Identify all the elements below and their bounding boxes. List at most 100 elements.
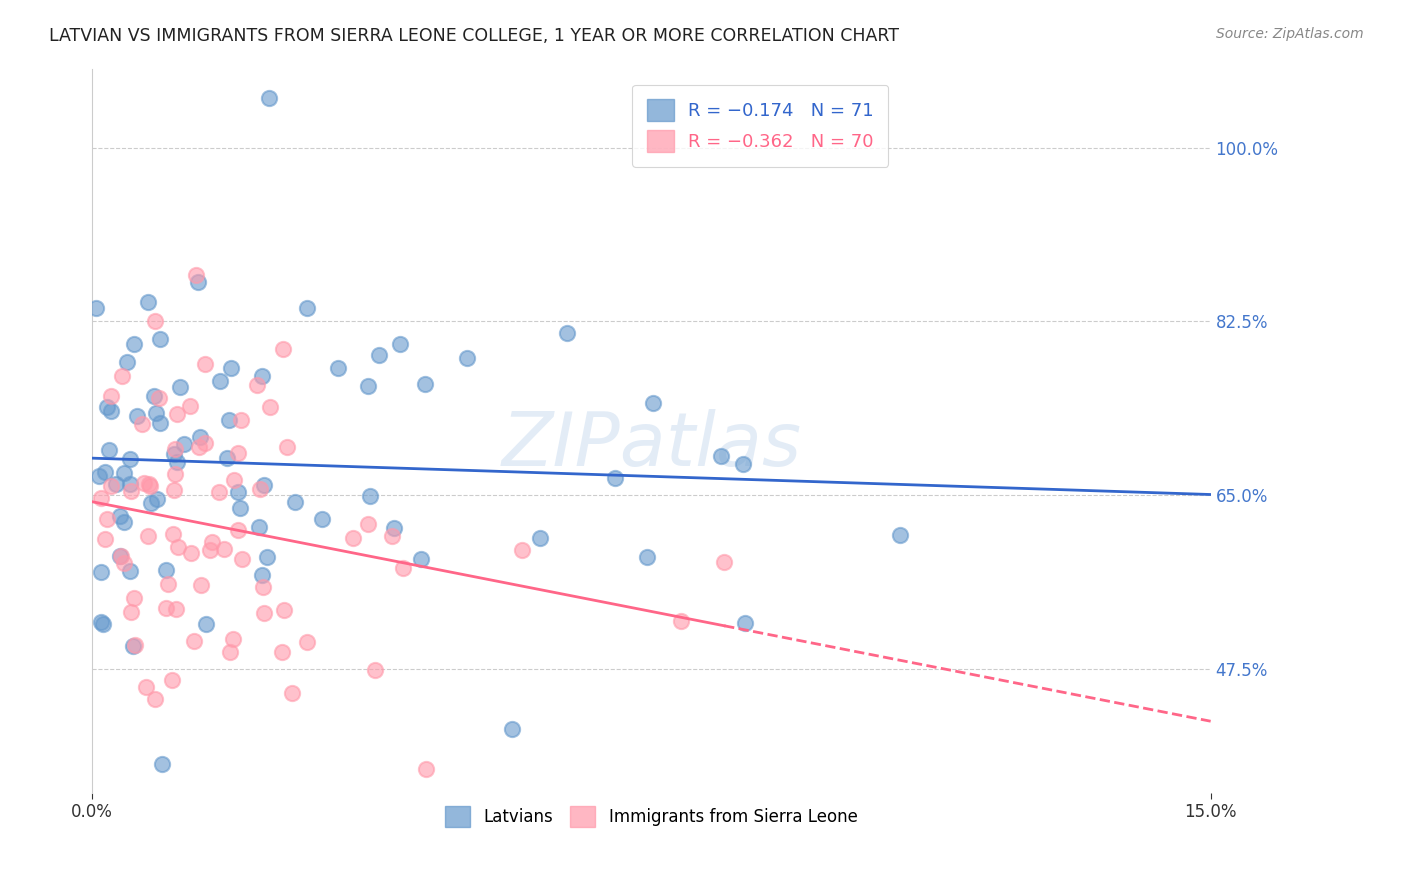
Point [270, 645, 292, 659]
Point [219, 360, 242, 375]
Point [413, 377, 436, 392]
Point [112, 556, 135, 570]
Point [136, 295, 159, 310]
Point [184, 268, 207, 282]
Point [284, 495, 307, 509]
Point [155, 563, 177, 577]
Point [149, 332, 172, 346]
Point [131, 417, 153, 431]
Point [121, 639, 143, 653]
Point [643, 396, 665, 410]
Point [165, 442, 187, 457]
Point [93, 465, 115, 479]
Point [90, 565, 112, 579]
Text: ZIPatlas: ZIPatlas [502, 409, 801, 481]
Point [120, 476, 142, 491]
Point [226, 524, 249, 538]
Point [142, 389, 165, 403]
Point [108, 549, 131, 564]
Point [135, 680, 157, 694]
Point [363, 664, 385, 678]
Point [98, 442, 121, 457]
Point [636, 549, 658, 564]
Point [187, 275, 209, 289]
Point [120, 483, 142, 498]
Point [382, 521, 405, 535]
Point [169, 380, 191, 394]
Point [259, 400, 281, 414]
Point [166, 407, 188, 421]
Point [173, 436, 195, 450]
Point [112, 467, 135, 481]
Point [201, 534, 224, 549]
Point [249, 519, 271, 533]
Legend: Latvians, Immigrants from Sierra Leone: Latvians, Immigrants from Sierra Leone [437, 798, 866, 835]
Point [218, 413, 240, 427]
Point [100, 403, 122, 417]
Point [222, 632, 245, 646]
Point [110, 549, 132, 563]
Point [90, 615, 112, 629]
Point [143, 314, 166, 328]
Point [149, 416, 172, 430]
Point [246, 378, 269, 392]
Point [357, 516, 380, 531]
Point [222, 474, 245, 488]
Point [381, 529, 404, 543]
Point [557, 326, 579, 341]
Point [110, 508, 132, 523]
Point [415, 762, 437, 776]
Point [115, 355, 138, 369]
Point [165, 602, 187, 616]
Point [276, 440, 298, 454]
Point [671, 614, 693, 628]
Point [156, 577, 179, 591]
Point [256, 550, 278, 565]
Point [136, 528, 159, 542]
Point [124, 638, 146, 652]
Point [148, 391, 170, 405]
Point [145, 406, 167, 420]
Point [194, 617, 217, 632]
Point [180, 546, 202, 560]
Point [392, 560, 415, 574]
Point [160, 673, 183, 687]
Point [357, 379, 380, 393]
Point [167, 540, 190, 554]
Point [215, 451, 238, 466]
Point [228, 501, 250, 516]
Point [208, 374, 231, 388]
Point [208, 485, 231, 500]
Point [96, 512, 118, 526]
Point [90, 491, 112, 505]
Point [342, 531, 364, 545]
Point [734, 615, 756, 630]
Point [889, 528, 911, 542]
Point [231, 551, 253, 566]
Point [311, 512, 333, 526]
Point [253, 606, 276, 620]
Text: LATVIAN VS IMMIGRANTS FROM SIERRA LEONE COLLEGE, 1 YEAR OR MORE CORRELATION CHAR: LATVIAN VS IMMIGRANTS FROM SIERRA LEONE … [49, 27, 900, 45]
Point [709, 449, 731, 463]
Point [281, 686, 304, 700]
Point [194, 436, 217, 450]
Point [150, 757, 173, 772]
Point [198, 543, 221, 558]
Point [132, 475, 155, 490]
Point [91, 616, 114, 631]
Point [162, 526, 184, 541]
Point [326, 360, 349, 375]
Point [713, 555, 735, 569]
Point [295, 301, 318, 316]
Point [219, 645, 242, 659]
Point [122, 337, 145, 351]
Point [139, 479, 162, 493]
Point [84, 301, 107, 315]
Text: Source: ZipAtlas.com: Source: ZipAtlas.com [1216, 27, 1364, 41]
Point [389, 336, 412, 351]
Point [163, 447, 186, 461]
Point [155, 600, 177, 615]
Point [118, 564, 141, 578]
Point [111, 369, 134, 384]
Point [226, 485, 249, 500]
